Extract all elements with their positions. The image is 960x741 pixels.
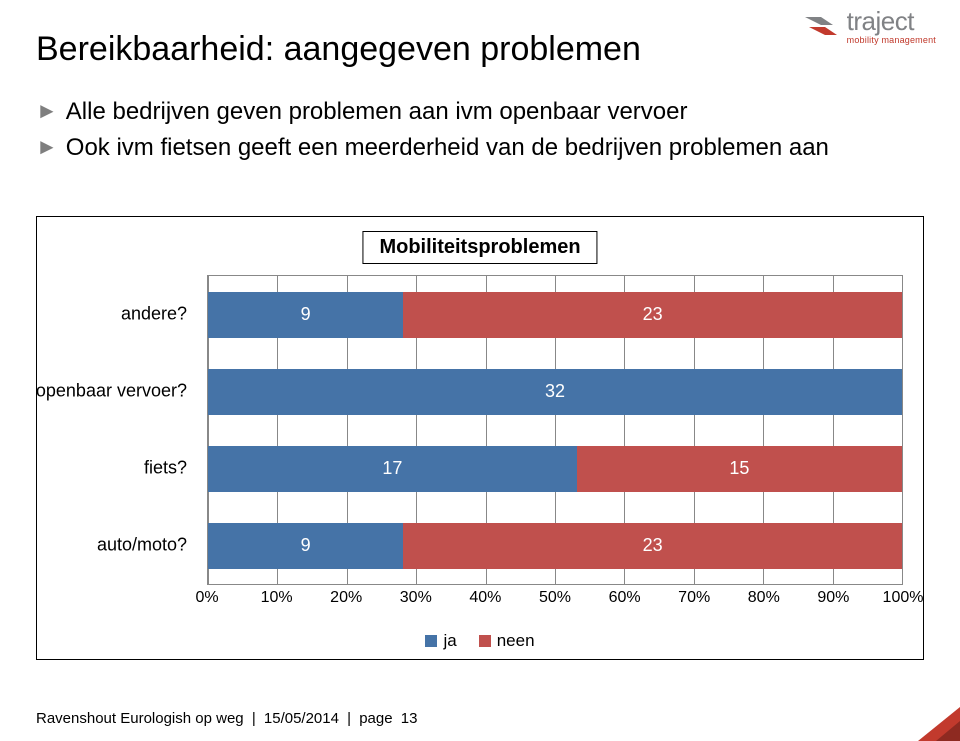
bullet-arrow-icon: ► [36,132,58,163]
chart-plot-area: 923321715923 [207,275,903,585]
bar-segment: 23 [403,523,902,569]
legend-label-neen: neen [497,631,535,651]
chart-legend: ja neen [37,631,923,651]
x-axis: 0%10%20%30%40%50%60%70%80%90%100% [207,589,903,613]
page-title: Bereikbaarheid: aangegeven problemen [36,30,641,69]
y-category-label: fiets? [144,457,187,478]
footer-page-num: 13 [401,710,418,727]
x-tick-label: 90% [817,589,849,607]
logo-word: traject [847,8,936,34]
y-category-label: openbaar vervoer? [36,380,187,401]
footer-sep: | [343,710,355,727]
chart-title: Mobiliteitsproblemen [362,231,597,264]
bar-row: 32 [208,369,902,415]
y-category-label: auto/moto? [97,534,187,555]
logo-text: traject mobility management [847,8,936,45]
footer-date: 15/05/2014 [264,710,339,727]
bar-segment: 17 [208,446,577,492]
footer-title: Ravenshout Eurologish op weg [36,710,244,727]
bar-row: 923 [208,292,902,338]
y-category-label: andere? [121,303,187,324]
x-tick-label: 40% [469,589,501,607]
x-tick-label: 80% [748,589,780,607]
x-tick-label: 20% [330,589,362,607]
bar-segment: 15 [577,446,902,492]
corner-triangle-inner [936,721,960,741]
bullet-item: ► Alle bedrijven geven problemen aan ivm… [36,96,920,128]
x-tick-label: 70% [678,589,710,607]
chart-container: Mobiliteitsproblemen andere? openbaar ver… [36,216,924,660]
logo-subtitle: mobility management [847,36,936,45]
legend-label-ja: ja [443,631,456,651]
bullet-item: ► Ook ivm fietsen geeft een meerderheid … [36,132,920,164]
gridline [902,276,903,584]
legend-item-ja: ja [425,631,456,651]
bar-segment: 32 [208,369,902,415]
logo: traject mobility management [803,8,936,45]
x-tick-label: 60% [609,589,641,607]
legend-swatch-ja [425,635,437,647]
bar-segment: 23 [403,292,902,338]
x-tick-label: 0% [195,589,218,607]
bullet-text: Ook ivm fietsen geeft een meerderheid va… [66,132,829,164]
bar-row: 1715 [208,446,902,492]
legend-swatch-neen [479,635,491,647]
bullet-arrow-icon: ► [36,96,58,127]
bar-segment: 9 [208,292,403,338]
x-tick-label: 100% [883,589,924,607]
footer-sep: | [248,710,260,727]
footer: Ravenshout Eurologish op weg | 15/05/201… [36,710,417,727]
footer-page-prefix: page [359,710,392,727]
legend-item-neen: neen [479,631,535,651]
bullet-text: Alle bedrijven geven problemen aan ivm o… [66,96,688,128]
bar-segment: 9 [208,523,403,569]
slide: traject mobility management Bereikbaarhe… [0,0,960,741]
x-tick-label: 30% [400,589,432,607]
bullet-list: ► Alle bedrijven geven problemen aan ivm… [36,96,920,169]
x-tick-label: 50% [539,589,571,607]
logo-mark [803,11,841,43]
bar-row: 923 [208,523,902,569]
x-tick-label: 10% [261,589,293,607]
y-axis-labels: andere? openbaar vervoer? fiets? auto/moto? [37,275,197,585]
